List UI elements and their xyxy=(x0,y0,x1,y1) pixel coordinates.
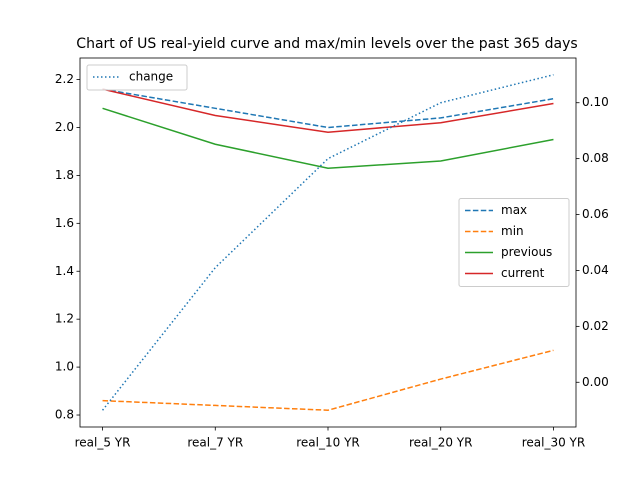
series-line xyxy=(101,74,554,411)
x-tick-label: real_5 YR xyxy=(75,436,131,450)
series-line xyxy=(102,88,554,134)
y-tick-label: 0.8 xyxy=(55,408,74,422)
legend-box xyxy=(86,64,188,91)
x-tick-label: real_10 YR xyxy=(296,436,360,450)
y2-tick-label: 0.02 xyxy=(582,319,609,333)
y-tick-label: 1.0 xyxy=(55,360,74,374)
chart-title: Chart of US real-yield curve and max/min… xyxy=(76,36,577,52)
y-tick-label: 2.2 xyxy=(55,72,74,86)
y-tick-label: 1.2 xyxy=(55,312,74,326)
series-line xyxy=(102,88,554,129)
y-tick-label: 2.0 xyxy=(55,120,74,134)
legend-label: change xyxy=(129,70,173,84)
y2-tick-label: 0.10 xyxy=(582,95,609,109)
x-tick-label: real_7 YR xyxy=(187,436,243,450)
legend-label: max xyxy=(501,203,527,217)
legend-label: current xyxy=(501,266,545,280)
y2-tick-label: 0.08 xyxy=(582,151,609,165)
legend-label: previous xyxy=(501,245,552,259)
y2-tick-label: 0.00 xyxy=(582,375,609,389)
y-tick-label: 1.8 xyxy=(55,168,74,182)
series-line xyxy=(102,349,554,411)
y-tick-label: 1.4 xyxy=(55,264,74,278)
legend-box xyxy=(458,198,570,287)
x-tick-label: real_20 YR xyxy=(409,436,473,450)
y2-tick-label: 0.06 xyxy=(582,207,609,221)
legend-label: min xyxy=(501,224,524,238)
y-tick-label: 1.6 xyxy=(55,216,74,230)
x-tick-label: real_30 YR xyxy=(522,436,586,450)
series-line xyxy=(102,107,554,169)
y2-tick-label: 0.04 xyxy=(582,263,609,277)
